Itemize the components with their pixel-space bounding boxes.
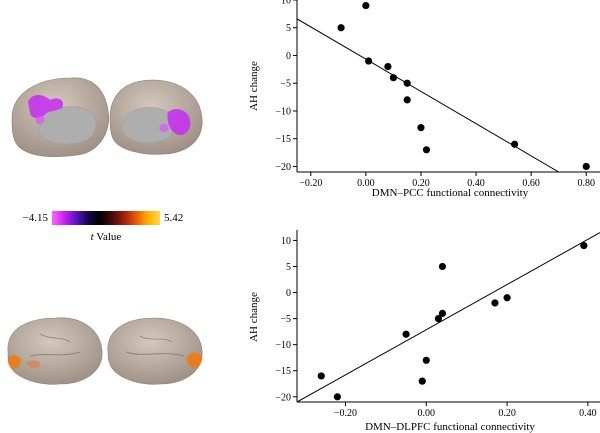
colorbar: −4.15 5.42 t Value — [23, 211, 183, 243]
x-tick-label: 0.00 — [357, 178, 375, 189]
chart-ylabel: AH change — [248, 61, 260, 111]
y-tick-label: 10 — [281, 236, 291, 247]
data-point — [582, 162, 590, 171]
data-point — [503, 294, 511, 302]
y-tick-label: 0 — [286, 51, 291, 62]
data-point — [417, 124, 425, 132]
data-point — [384, 62, 392, 71]
data-point — [438, 262, 447, 271]
data-point — [402, 330, 410, 338]
x-tick-label: 0.20 — [498, 408, 516, 419]
activation-overlay — [8, 355, 21, 369]
y-tick-label: −5 — [280, 79, 291, 90]
brain-medial-right — [109, 79, 203, 155]
sulcus — [29, 351, 81, 357]
y-tick-label: −20 — [275, 162, 291, 173]
activation-overlay — [186, 352, 202, 368]
data-point — [491, 299, 499, 307]
sulcus — [125, 351, 185, 357]
brain-lateral-right — [107, 317, 203, 385]
y-tick-label: −15 — [275, 134, 291, 145]
chart-ylabel: AH change — [248, 292, 260, 342]
data-point — [362, 1, 370, 10]
y-tick-label: 10 — [281, 0, 291, 7]
brain-medial-left — [11, 77, 110, 157]
brain-lateral-left — [7, 317, 103, 385]
x-tick-label: −0.20 — [334, 408, 357, 419]
y-tick-label: −10 — [275, 340, 291, 351]
chart-dmn-pcc: AH change DMN–PCC functional connectivit… — [248, 0, 600, 199]
data-point — [337, 24, 345, 32]
activation-overlay — [26, 360, 41, 369]
medial-wall — [39, 106, 97, 145]
x-tick-label: 0.60 — [522, 178, 540, 189]
colorbar-title: t Value — [91, 231, 122, 243]
x-tick-label: 0.80 — [577, 178, 595, 189]
y-tick-label: −5 — [280, 314, 291, 325]
data-point — [418, 377, 426, 385]
colorbar-bar — [52, 211, 160, 225]
chart-xlabel: DMN–DLPFC functional connectivity — [365, 421, 535, 433]
x-tick-label: 0.40 — [467, 178, 485, 189]
activation-overlay — [167, 109, 191, 136]
sulcus — [39, 333, 71, 343]
y-tick-label: −20 — [275, 392, 291, 403]
y-tick-label: 5 — [286, 23, 291, 34]
data-point — [434, 315, 442, 323]
chart-dmn-dlpfc: AH change DMN–DLPFC functional connectiv… — [248, 230, 600, 433]
x-tick-label: 0.00 — [418, 408, 436, 419]
data-point — [317, 372, 325, 380]
chart-xlabel: DMN–PCC functional connectivity — [372, 187, 529, 199]
y-tick-label: 5 — [286, 262, 291, 273]
x-tick-label: −0.20 — [299, 178, 322, 189]
x-tick-label: 0.20 — [412, 178, 430, 189]
medial-wall — [121, 107, 175, 144]
data-point — [333, 393, 341, 401]
y-tick-label: −15 — [275, 366, 291, 377]
data-point — [438, 309, 447, 317]
data-point — [365, 57, 373, 65]
data-point — [422, 146, 431, 154]
data-point — [403, 96, 411, 104]
activation-overlay — [28, 95, 64, 119]
colorbar-title-italic: t — [91, 231, 95, 243]
y-tick-label: −10 — [275, 106, 291, 117]
activation-overlay — [159, 123, 169, 133]
sulcus — [139, 335, 173, 343]
regression-line — [297, 232, 600, 402]
x-tick-label: 0.40 — [579, 408, 597, 419]
colorbar-min-label: −4.15 — [23, 212, 49, 224]
colorbar-max-label: 5.42 — [164, 212, 183, 224]
y-tick-label: 0 — [286, 288, 291, 299]
data-point — [403, 79, 411, 87]
data-point — [580, 242, 588, 250]
data-point — [511, 140, 519, 148]
data-point — [422, 356, 430, 364]
activation-overlay — [35, 115, 45, 125]
colorbar-title-rest: Value — [94, 231, 122, 243]
cortex-surface — [7, 317, 103, 385]
data-point — [389, 74, 398, 82]
cortex-surface — [107, 317, 203, 385]
